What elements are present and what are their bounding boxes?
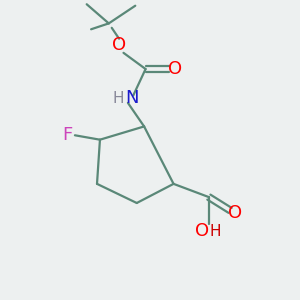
- Text: O: O: [195, 222, 209, 240]
- Text: N: N: [126, 89, 139, 107]
- Text: O: O: [228, 204, 242, 222]
- Text: O: O: [168, 60, 182, 78]
- Text: H: H: [209, 224, 220, 239]
- Text: O: O: [112, 36, 126, 54]
- Text: H: H: [113, 91, 124, 106]
- Text: F: F: [62, 126, 73, 144]
